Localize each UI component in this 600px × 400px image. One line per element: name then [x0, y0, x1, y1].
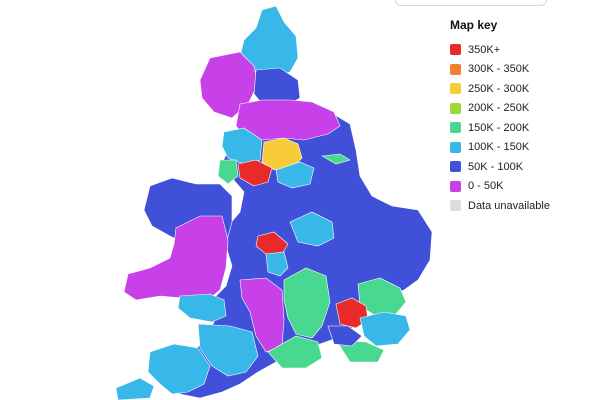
region-manchester[interactable] — [237, 159, 273, 187]
legend-item[interactable]: 200K - 250K — [450, 99, 590, 119]
legend-item[interactable]: 350K+ — [450, 40, 590, 60]
legend-item[interactable]: 100K - 150K — [450, 138, 590, 158]
region-devon[interactable] — [147, 343, 211, 395]
region-humber-stripe[interactable] — [321, 153, 351, 165]
legend-swatch — [450, 200, 461, 212]
legend-item[interactable]: 50K - 100K — [450, 157, 590, 177]
region-south-yorkshire[interactable] — [275, 161, 315, 189]
legend-swatch — [450, 83, 461, 95]
region-surrey[interactable] — [327, 325, 363, 347]
legend-title: Map key — [450, 18, 498, 32]
region-hampshire[interactable] — [267, 335, 323, 369]
legend-label: Data unavailable — [468, 199, 550, 212]
map-legend: Map key 350K+ 300K - 350K 250K - 300K 200K … — [450, 18, 590, 216]
legend-rows: 350K+ 300K - 350K 250K - 300K 200K - 250K 15… — [450, 40, 590, 216]
legend-swatch — [450, 44, 461, 56]
legend-item[interactable]: 0 - 50K — [450, 177, 590, 197]
region-oxfordshire[interactable] — [283, 267, 331, 339]
legend-label: 0 - 50K — [468, 180, 504, 193]
legend-swatch — [450, 63, 461, 75]
region-wales-west-purple[interactable] — [123, 215, 229, 301]
legend-item[interactable]: 150K - 200K — [450, 118, 590, 138]
legend-swatch — [450, 122, 461, 134]
region-somerset[interactable] — [197, 323, 259, 377]
region-warwickshire[interactable] — [265, 251, 289, 277]
legend-item[interactable]: Data unavailable — [450, 196, 590, 216]
legend-label: 50K - 100K — [468, 160, 524, 173]
legend-label: 350K+ — [468, 43, 501, 56]
region-merseyside[interactable] — [217, 159, 239, 185]
legend-swatch — [450, 102, 461, 114]
legend-label: 200K - 250K — [468, 102, 530, 115]
legend-label: 100K - 150K — [468, 141, 530, 154]
legend-swatch — [450, 180, 461, 192]
region-cornwall[interactable] — [115, 377, 155, 400]
legend-label: 250K - 300K — [468, 82, 530, 95]
legend-item[interactable]: 250K - 300K — [450, 79, 590, 99]
legend-label: 300K - 350K — [468, 63, 530, 76]
region-kent[interactable] — [359, 311, 411, 347]
legend-swatch — [450, 141, 461, 153]
legend-label: 150K - 200K — [468, 121, 530, 134]
region-wales-southeast[interactable] — [177, 293, 227, 323]
legend-item[interactable]: 300K - 350K — [450, 60, 590, 80]
region-leicestershire[interactable] — [289, 211, 335, 247]
legend-swatch — [450, 161, 461, 173]
